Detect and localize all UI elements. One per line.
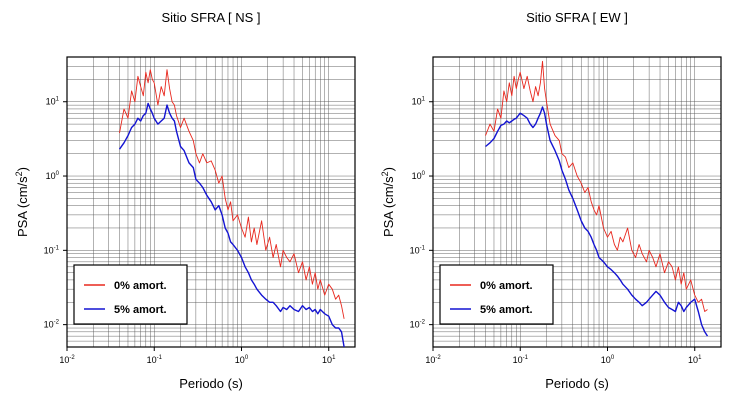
- x-tick-label: 101: [322, 355, 336, 365]
- x-tick-base: 10: [425, 355, 435, 365]
- chart-title: Sitio SFRA [ EW ]: [526, 10, 628, 25]
- y-tick-exp: -2: [54, 320, 60, 326]
- y-axis-label-close: ): [381, 167, 396, 171]
- y-tick-label: 10-2: [44, 320, 60, 330]
- x-tick-label: 100: [235, 355, 249, 365]
- x-tick-label: 10-2: [59, 355, 75, 365]
- y-axis-label-main: PSA (cm/s: [15, 176, 30, 237]
- legend-box: [73, 264, 188, 325]
- y-tick-base: 10: [410, 320, 420, 330]
- y-tick-exp: 1: [56, 97, 60, 103]
- x-tick-base: 10: [59, 355, 69, 365]
- x-tick-exp: -1: [523, 355, 529, 361]
- y-tick-label: 101: [46, 97, 60, 107]
- x-tick-base: 10: [688, 355, 698, 365]
- legend-box: [439, 264, 554, 325]
- y-tick-exp: 0: [56, 171, 60, 177]
- legend-label: 0% amort.: [480, 280, 533, 292]
- x-tick-label: 10-1: [513, 355, 529, 365]
- y-tick-label: 10-1: [410, 245, 426, 255]
- y-tick-base: 10: [412, 97, 422, 107]
- y-axis-label-close: ): [15, 167, 30, 171]
- x-tick-label: 100: [601, 355, 615, 365]
- plot-frame: [432, 56, 722, 348]
- y-tick-base: 10: [44, 320, 54, 330]
- y-tick-exp: 0: [422, 171, 426, 177]
- y-tick-base: 10: [410, 245, 420, 255]
- x-tick-exp: -2: [435, 355, 441, 361]
- x-tick-exp: 0: [611, 355, 615, 361]
- legend-label: 5% amort.: [114, 304, 167, 316]
- y-tick-label: 10-1: [44, 245, 60, 255]
- y-axis-label: PSA (cm/s2): [380, 167, 396, 237]
- x-axis-label: Periodo (s): [545, 376, 609, 391]
- chart-title: Sitio SFRA [ NS ]: [162, 10, 261, 25]
- chart-panel-ew: Sitio SFRA [ EW ]10-2 10-1 100 10110-210-11…: [380, 10, 722, 391]
- y-tick-label: 10-2: [410, 320, 426, 330]
- x-tick-base: 10: [235, 355, 245, 365]
- y-axis-label-sup: 2: [14, 171, 24, 176]
- x-tick-exp: -2: [69, 355, 75, 361]
- y-axis-label-sup: 2: [380, 171, 390, 176]
- y-tick-exp: -1: [420, 245, 426, 251]
- x-tick-exp: 1: [698, 355, 702, 361]
- x-tick-exp: 0: [245, 355, 249, 361]
- series-line-damping-0: [485, 60, 708, 312]
- y-tick-exp: -2: [420, 320, 426, 326]
- legend-label: 0% amort.: [114, 280, 167, 292]
- chart-panel-ns: Sitio SFRA [ NS ]10-2 10-1 100 10110-210-11…: [14, 10, 356, 391]
- x-tick-base: 10: [513, 355, 523, 365]
- legend: 0% amort. 5% amort.: [439, 264, 554, 325]
- x-tick-exp: -1: [157, 355, 163, 361]
- legend-label: 5% amort.: [480, 304, 533, 316]
- x-tick-exp: 1: [332, 355, 336, 361]
- y-tick-exp: 1: [422, 97, 426, 103]
- y-axis-label-main: PSA (cm/s: [381, 176, 396, 237]
- x-tick-label: 101: [688, 355, 702, 365]
- series-line-damping-0: [119, 69, 345, 319]
- y-tick-base: 10: [46, 97, 56, 107]
- x-tick-base: 10: [601, 355, 611, 365]
- y-tick-exp: -1: [54, 245, 60, 251]
- x-tick-label: 10-2: [425, 355, 441, 365]
- x-tick-base: 10: [322, 355, 332, 365]
- plot-frame: [66, 56, 356, 348]
- legend: 0% amort. 5% amort.: [73, 264, 188, 325]
- x-axis-label: Periodo (s): [179, 376, 243, 391]
- x-tick-base: 10: [147, 355, 157, 365]
- series-line-damping-5: [485, 106, 709, 337]
- series-line-damping-5: [118, 102, 345, 347]
- y-tick-label: 100: [46, 171, 60, 181]
- y-tick-base: 10: [44, 245, 54, 255]
- grid-lines: [66, 56, 356, 348]
- y-tick-base: 10: [412, 171, 422, 181]
- y-axis-label: PSA (cm/s2): [14, 167, 30, 237]
- y-tick-label: 100: [412, 171, 426, 181]
- y-tick-base: 10: [46, 171, 56, 181]
- x-tick-label: 10-1: [147, 355, 163, 365]
- y-tick-label: 101: [412, 97, 426, 107]
